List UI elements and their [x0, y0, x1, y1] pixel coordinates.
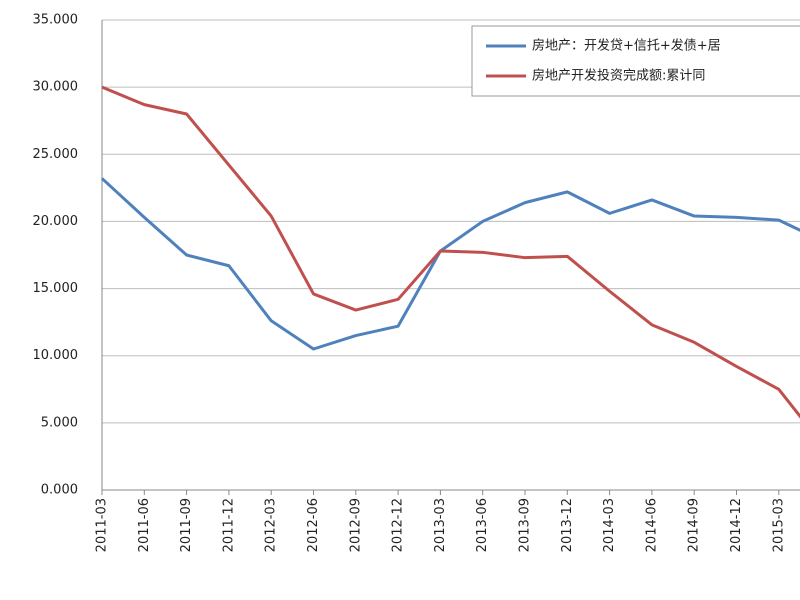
- legend-label: 房地产：开发贷+信托+发债+居: [532, 38, 721, 54]
- series-line: [100, 177, 800, 351]
- y-tick-label: 35.000: [33, 13, 79, 28]
- y-tick-label: 10.000: [33, 348, 79, 363]
- x-tick-label: 2014-03: [602, 498, 617, 552]
- x-tick-label: 2013-12: [560, 498, 575, 552]
- x-tick-label: 2012-03: [264, 498, 279, 552]
- x-tick-label: 2012-06: [306, 498, 321, 552]
- x-tick-label: 2012-12: [391, 498, 406, 552]
- x-tick-label: 2013-03: [433, 498, 448, 552]
- legend-box: [471, 25, 800, 97]
- y-tick-label: 25.000: [33, 147, 79, 162]
- x-tick-label: 2011-12: [221, 498, 236, 552]
- x-tick-label: 2013-09: [518, 498, 533, 552]
- x-tick-label: 2011-03: [95, 498, 110, 552]
- x-tick-label: 2014-12: [729, 498, 744, 552]
- y-tick-label: 0.000: [41, 483, 78, 498]
- y-tick-label: 20.000: [33, 214, 79, 229]
- x-tick-label: 2012-09: [348, 498, 363, 552]
- x-tick-label: 2011-06: [137, 498, 152, 552]
- series-line: [101, 85, 800, 419]
- x-tick-label: 2011-09: [179, 498, 194, 552]
- x-tick-label: 2015-03: [771, 498, 786, 552]
- y-tick-label: 15.000: [33, 281, 79, 296]
- x-tick-label: 2014-06: [644, 498, 659, 552]
- legend-label: 房地产开发投资完成额:累计同: [532, 68, 705, 84]
- x-tick-label: 2014-09: [687, 498, 702, 552]
- y-tick-label: 30.000: [33, 80, 79, 95]
- y-tick-label: 5.000: [41, 415, 78, 430]
- x-tick-label: 2013-06: [475, 498, 490, 552]
